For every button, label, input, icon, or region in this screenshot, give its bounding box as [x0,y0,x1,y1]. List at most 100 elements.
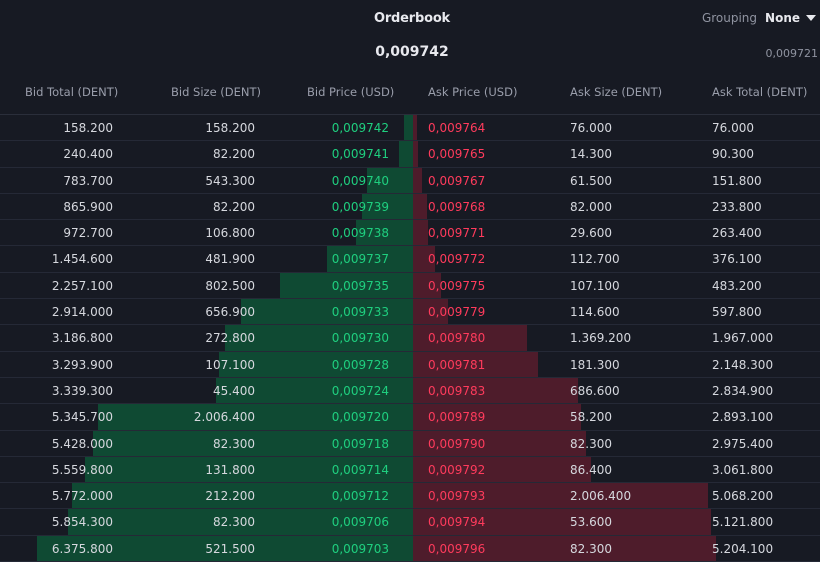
ask-price-cell: 0,009780 [428,331,486,346]
ask-total-cell: 5.204.100 [712,541,774,556]
ask-total-cell: 2.148.300 [712,357,774,372]
bid-depth-bar [327,246,413,272]
bid-price-cell: 0,009730 [331,331,389,346]
bid-depth-bar [403,115,413,141]
bid-total-cell: 158.200 [63,121,113,135]
ask-total-cell: 5.068.200 [712,489,774,504]
column-header-bid-size: Bid Size (DENT) [171,85,262,99]
ask-total-cell: 233.800 [712,199,762,214]
ask-total-cell: 483.200 [712,278,762,293]
table-row[interactable]: 972.700 106.800 0,009738 0,009771 29.600 263.… [0,220,820,247]
table-row[interactable]: 5.345.700 2.006.400 0,009720 0,009789 58.200… [0,404,820,431]
bid-depth-bar [361,193,413,220]
ask-depth-bar [413,351,538,377]
bid-size-cell: 106.800 [205,226,255,241]
bid-depth-bar [72,483,413,509]
column-header-bid-total: Bid Total (DENT) [25,85,119,99]
bid-size-cell: 107.100 [205,357,255,372]
bid-size-cell: 656.900 [205,305,255,320]
bid-price-cell: 0,009740 [331,173,389,188]
header-divider [0,114,820,115]
ask-total-cell: 3.061.800 [712,462,774,477]
table-row[interactable]: 2.257.100 802.500 0,009735 0,009775 107.100 4… [0,272,820,300]
bid-total-cell: 972.700 [63,226,113,241]
orderbook-table: 158.200 158.200 0,009742 0,009764 76.000 76.0… [0,115,820,562]
ask-size-cell: 112.700 [570,252,620,267]
ask-total-cell: 2.975.400 [712,436,774,451]
ask-size-cell: 61.500 [570,173,612,188]
table-row[interactable]: 5.428.000 82.300 0,009718 0,009790 82.300 2.9… [0,430,820,457]
bid-depth-bar [92,430,413,456]
ask-size-cell: 82.000 [570,199,612,214]
ask-total-cell: 76.000 [712,121,754,135]
bid-total-cell: 5.854.300 [51,515,113,530]
bid-size-cell: 82.300 [213,515,255,530]
ask-size-cell: 14.300 [570,147,612,162]
grouping-select[interactable]: None [765,11,800,25]
bid-depth-bar [279,272,413,299]
ask-price-cell: 0,009779 [428,305,486,320]
table-row[interactable]: 3.186.800 272.800 0,009730 0,009780 1.369.20… [0,325,820,352]
ask-price-cell: 0,009765 [428,147,486,162]
table-row[interactable]: 5.854.300 82.300 0,009706 0,009794 53.600 5.1… [0,509,820,536]
ask-price-cell: 0,009790 [428,436,486,451]
ask-price-cell: 0,009775 [428,278,486,293]
bid-total-cell: 5.345.700 [51,410,113,425]
table-row[interactable]: 3.339.300 45.400 0,009724 0,009783 686.600 2.… [0,377,820,405]
bid-price-cell: 0,009728 [331,357,389,372]
ask-depth-bar [413,404,582,430]
bid-size-cell: 272.800 [205,331,255,346]
table-row[interactable]: 5.772.000 212.200 0,009712 0,009793 2.006.40… [0,483,820,510]
bid-price-cell: 0,009742 [331,121,389,135]
bid-price-cell: 0,009714 [331,462,389,477]
table-row[interactable]: 158.200 158.200 0,009742 0,009764 76.000 76.0… [0,115,820,142]
ask-total-cell: 151.800 [712,173,762,188]
bid-price-cell: 0,009735 [331,278,389,293]
bid-price-cell: 0,009738 [331,226,389,241]
ask-depth-bar [413,167,422,193]
table-row[interactable]: 783.700 543.300 0,009740 0,009767 61.500 151.… [0,167,820,194]
bid-price-cell: 0,009741 [331,147,389,162]
chevron-down-icon[interactable] [806,15,816,21]
bid-size-cell: 82.200 [213,147,255,162]
grouping-control[interactable]: Grouping None [702,11,816,25]
ask-size-cell: 82.300 [570,541,612,556]
column-header-ask-total: Ask Total (DENT) [712,85,808,99]
ask-depth-bar [413,193,427,220]
table-row[interactable]: 2.914.000 656.900 0,009733 0,009779 114.600 5… [0,299,820,326]
column-header-ask-price: Ask Price (USD) [428,85,518,99]
table-row[interactable]: 5.559.800 131.800 0,009714 0,009792 86.400 3.… [0,456,820,484]
ask-depth-bar [413,115,418,141]
bid-price-cell: 0,009720 [331,410,389,425]
table-row[interactable]: 1.454.600 481.900 0,009737 0,009772 112.700 3… [0,246,820,273]
ask-size-cell: 107.100 [570,278,620,293]
bid-size-cell: 45.400 [213,383,255,398]
ask-depth-bar [413,325,528,351]
bid-price-cell: 0,009737 [331,252,389,267]
ask-price-cell: 0,009768 [428,199,486,214]
ask-price-cell: 0,009772 [428,252,486,267]
ask-price-cell: 0,009783 [428,383,486,398]
bid-total-cell: 6.375.800 [51,541,113,556]
ask-depth-bar [413,509,711,535]
ask-size-cell: 114.600 [570,305,620,320]
ask-price-cell: 0,009781 [428,357,486,372]
table-row[interactable]: 240.400 82.200 0,009741 0,009765 14.300 90.30… [0,141,820,168]
ask-price-cell: 0,009796 [428,541,486,556]
bid-total-cell: 5.428.000 [51,436,113,451]
ask-price-cell: 0,009771 [428,226,486,241]
bid-total-cell: 2.257.100 [51,278,113,293]
table-row[interactable]: 3.293.900 107.100 0,009728 0,009781 181.300 2… [0,351,820,378]
bid-size-cell: 82.300 [213,436,255,451]
bid-size-cell: 521.500 [205,541,255,556]
table-row[interactable]: 6.375.800 521.500 0,009703 0,009796 82.300 5.… [0,535,820,562]
ask-total-cell: 2.834.900 [712,383,774,398]
ask-size-cell: 29.600 [570,226,612,241]
bid-depth-bar [67,509,413,535]
bid-total-cell: 3.339.300 [51,383,113,398]
ask-total-cell: 263.400 [712,226,762,241]
table-row[interactable]: 865.900 82.200 0,009739 0,009768 82.000 233.8… [0,193,820,221]
ask-depth-bar [413,246,435,272]
ask-depth-bar [413,483,708,509]
bid-price-cell: 0,009712 [331,489,389,504]
